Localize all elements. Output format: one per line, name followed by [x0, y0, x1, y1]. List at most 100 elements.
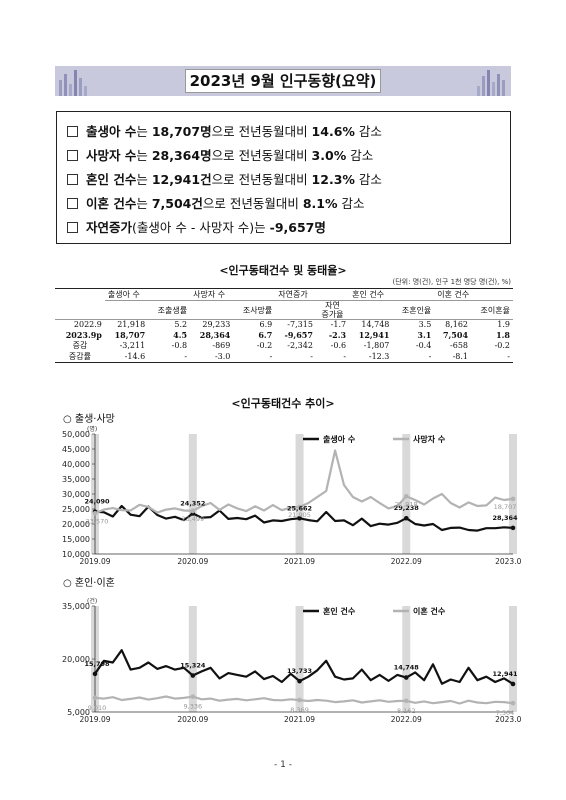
- decorative-bars-icon: [477, 70, 505, 96]
- table-row: 증감률 -14.6- -3.0- -- -12.3- -8.1-: [55, 350, 513, 363]
- page-number: - 1 -: [274, 760, 292, 770]
- data-label: 14,748: [394, 664, 420, 672]
- data-point: [92, 695, 98, 701]
- x-tick-label: 2023.09p: [495, 557, 521, 566]
- y-axis-unit: (건): [87, 597, 97, 605]
- september-band: [509, 606, 517, 712]
- table-header-row: 출생아 수 사망자 수 자연증가 혼인 건수 이혼 건수: [55, 288, 513, 301]
- checkbox-icon: [67, 150, 78, 161]
- column-subheader: 자연 증가율: [315, 300, 350, 320]
- y-tick-label: 45,000: [62, 445, 90, 454]
- data-label: 8,369: [290, 706, 309, 714]
- data-point: [92, 671, 98, 677]
- chart-heading-births-deaths: ○ 출생·사망: [63, 414, 115, 425]
- data-label: 9,336: [184, 703, 203, 711]
- column-subheader: 조혼인율: [392, 300, 435, 320]
- data-point: [297, 678, 302, 684]
- september-band: [295, 434, 304, 554]
- data-label: 28,364: [492, 514, 518, 522]
- summary-line: 이혼 건수는 7,504건으로 전년동월대비 8.1% 감소: [67, 192, 500, 216]
- data-point: [510, 525, 516, 531]
- x-tick-label: 2021.09: [284, 715, 315, 724]
- data-point: [510, 700, 516, 706]
- legend-label: 혼인 건수: [323, 606, 356, 616]
- data-label: 15,798: [84, 660, 110, 668]
- x-tick-label: 2022.09: [391, 715, 422, 724]
- summary-box: 출생아 수는 18,707명으로 전년동월대비 14.6% 감소 사망자 수는 …: [56, 111, 511, 244]
- y-tick-label: 10,000: [62, 550, 90, 559]
- september-band: [295, 606, 304, 712]
- title-banner: 2023년 9월 인구동향(요약): [55, 66, 511, 96]
- september-band: [188, 606, 197, 712]
- page-title: 2023년 9월 인구동향(요약): [185, 69, 381, 93]
- data-point: [92, 510, 98, 516]
- data-point: [510, 681, 516, 687]
- data-label: 24,352: [180, 500, 205, 508]
- data-point: [297, 697, 302, 703]
- data-label: 9,010: [88, 704, 107, 712]
- table-row: 2022.9 21,918 5.2 29,233 6.9 -7,315 -1.7 14…: [73, 320, 510, 330]
- table-subheader-row: 조출생률 조사망률 자연 증가율 조혼인율 조이혼율: [55, 300, 513, 320]
- y-tick-label: 50,000: [62, 430, 90, 439]
- summary-line: 혼인 건수는 12,941건으로 전년동월대비 12.3% 감소: [67, 168, 500, 192]
- series-line-primary: [94, 504, 514, 532]
- y-tick-label: 30,000: [62, 490, 90, 499]
- x-tick-label: 2019.09: [79, 715, 110, 724]
- y-tick-label: 25,000: [62, 505, 90, 514]
- data-label: 13,733: [287, 667, 312, 675]
- table-unit: (단위: 명(건), 인구 1천 명당 명(건), %): [392, 278, 512, 286]
- summary-line: 사망자 수는 28,364명으로 전년동월대비 3.0% 감소: [67, 144, 500, 168]
- column-subheader: 조사망률: [233, 300, 276, 320]
- data-point: [297, 515, 302, 521]
- y-tick-label: 35,000: [62, 602, 90, 611]
- chart-section-title: <인구동태건수 추이>: [231, 397, 335, 410]
- y-tick-label: 20,000: [62, 655, 90, 664]
- y-tick-label: 40,000: [62, 460, 90, 469]
- column-subheader: 조이혼율: [471, 300, 513, 320]
- data-label: 18,707: [494, 503, 517, 511]
- september-band: [188, 434, 197, 554]
- stats-table: 출생아 수 사망자 수 자연증가 혼인 건수 이혼 건수 조출생률 조사망률 자…: [55, 288, 513, 363]
- checkbox-icon: [67, 222, 78, 233]
- data-label: 23,499: [181, 515, 204, 523]
- y-tick-label: 15,000: [62, 535, 90, 544]
- table-row: 2023.9p 18,707 4.5 28,364 6.7 -9,657 -2.3 1…: [65, 329, 510, 340]
- column-subheader: 조출생률: [148, 300, 191, 320]
- legend-label: 출생아 수: [323, 434, 356, 444]
- y-axis-unit: (명): [87, 425, 97, 433]
- y-tick-label: 35,000: [62, 475, 90, 484]
- summary-line: 출생아 수는 18,707명으로 전년동월대비 14.6% 감소: [67, 120, 500, 144]
- legend-label: 사망자 수: [413, 434, 446, 444]
- data-point: [403, 698, 409, 704]
- september-band: [402, 606, 411, 712]
- data-point: [190, 508, 196, 514]
- chart-heading-marriage-divorce: ○ 혼인·이혼: [63, 578, 115, 589]
- x-tick-label: 2023.09p: [495, 715, 521, 724]
- data-point: [403, 493, 409, 499]
- series-line-secondary: [94, 695, 514, 705]
- september-band: [509, 434, 517, 554]
- column-group-header: 사망자 수: [190, 288, 276, 301]
- x-tick-label: 2020.09: [177, 557, 208, 566]
- data-label: 24,090: [84, 498, 110, 506]
- summary-line: 자연증가(출생아 수 - 사망자 수)는 -9,657명: [67, 216, 500, 240]
- column-group-header: 출생아 수: [104, 288, 191, 301]
- data-label: 29,238: [394, 504, 420, 512]
- series-line-secondary: [94, 449, 514, 515]
- data-point: [510, 496, 516, 502]
- table-title: <인구동태건수 및 동태율>: [219, 264, 347, 277]
- data-point: [403, 675, 409, 680]
- x-tick-label: 2020.09: [177, 715, 208, 724]
- column-group-header: 혼인 건수: [349, 288, 435, 301]
- column-group-header: 이혼 건수: [434, 288, 513, 301]
- data-label: 7,504: [496, 709, 515, 717]
- data-label: 23,570: [86, 517, 109, 525]
- x-tick-label: 2021.09: [284, 557, 315, 566]
- births-deaths-chart: (명)50,00045,00040,00035,00030,00025,0002…: [62, 425, 521, 566]
- data-label: 21,905: [288, 511, 311, 519]
- series-line-primary: [94, 649, 514, 685]
- y-tick-label: 20,000: [62, 520, 90, 529]
- checkbox-icon: [67, 198, 78, 209]
- decorative-bars-icon: [59, 70, 87, 96]
